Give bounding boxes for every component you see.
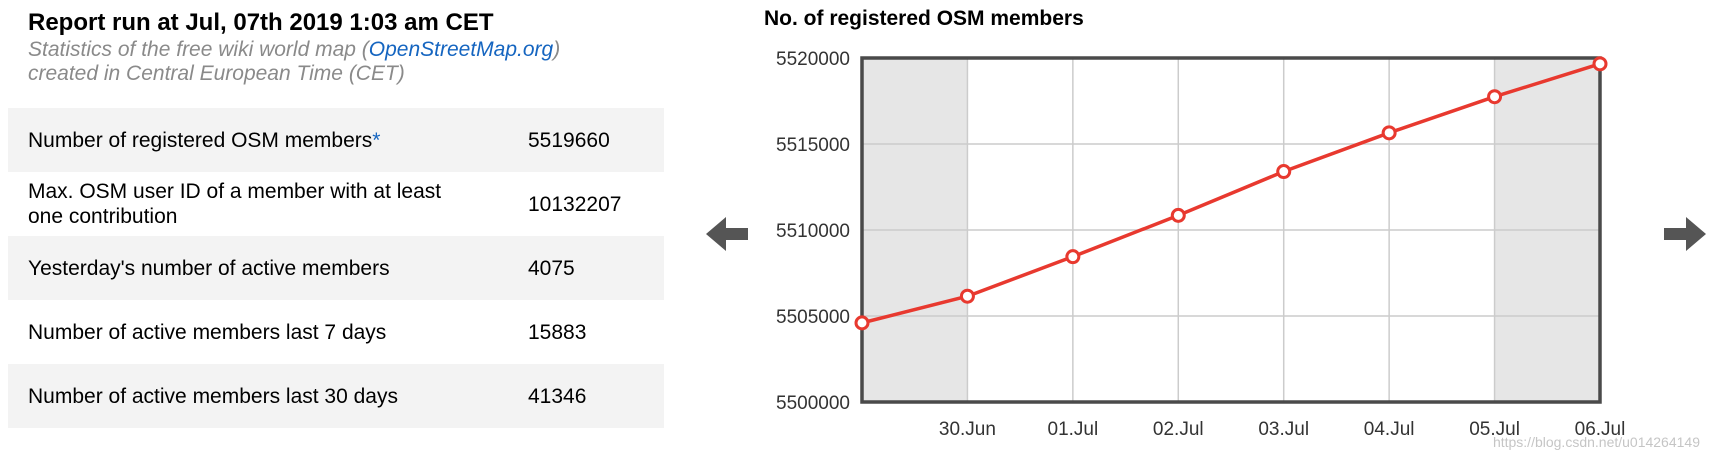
y-tick-label: 5520000: [776, 49, 850, 70]
members-line-chart: 5500000 5505000 5510000 5515000 5520000 30.Ju…: [776, 49, 1626, 440]
stat-label-text: Number of active members last 7 days: [28, 320, 387, 344]
y-tick-label: 5500000: [776, 393, 850, 414]
data-point: [854, 315, 870, 331]
data-point: [1487, 89, 1503, 105]
stat-label: Number of active members last 7 days: [8, 300, 524, 364]
table-row: Max. OSM user ID of a member with at lea…: [8, 172, 664, 236]
stat-value: 10132207: [528, 192, 622, 216]
stat-label: Yesterday's number of active members: [8, 236, 524, 300]
openstreetmap-link[interactable]: OpenStreetMap.org: [368, 38, 554, 61]
stats-table: Number of registered OSM members* 551966…: [8, 108, 664, 428]
stat-label: Number of registered OSM members*: [8, 108, 524, 172]
plot-border: [860, 56, 1602, 404]
stat-value: 41346: [528, 384, 587, 408]
x-tick-label: 03.Jul: [1258, 419, 1309, 440]
stat-label: Max. OSM user ID of a member with at lea…: [8, 172, 524, 236]
y-tick-label: 5510000: [776, 221, 850, 242]
next-button[interactable]: [1664, 217, 1706, 251]
stat-value: 15883: [528, 320, 587, 344]
data-point: [1381, 125, 1397, 141]
stat-label-text: Yesterday's number of active members: [28, 256, 390, 280]
arrow-right-icon: [1664, 217, 1706, 251]
stat-label: Number of active members last 30 days: [8, 364, 524, 428]
table-row: Yesterday's number of active members 407…: [8, 236, 664, 300]
x-tick-label: 01.Jul: [1048, 419, 1099, 440]
report-title: Report run at Jul, 07th 2019 1:03 am CET: [28, 9, 494, 36]
stat-value: 4075: [528, 256, 575, 280]
stat-label-text: Number of active members last 30 days: [28, 384, 398, 408]
table-row: Number of active members last 30 days 41…: [8, 364, 664, 428]
y-tick-label: 5505000: [776, 307, 850, 328]
data-point: [1065, 249, 1081, 265]
data-point: [1170, 207, 1186, 223]
report-header: Report run at Jul, 07th 2019 1:03 am CET…: [28, 8, 688, 86]
x-tick-label: 30.Jun: [939, 419, 996, 440]
watermark-text: https://blog.csdn.net/u014264149: [1492, 434, 1700, 450]
stat-label-text: Max. OSM user ID of a member with at lea…: [28, 180, 442, 228]
table-row: Number of active members last 7 days 158…: [8, 300, 664, 364]
data-point: [1276, 164, 1292, 180]
previous-button[interactable]: [706, 217, 748, 251]
x-tick-label: 05.Jul: [1469, 419, 1520, 440]
table-row: Number of registered OSM members* 551966…: [8, 108, 664, 172]
data-point: [959, 288, 975, 304]
data-point: [1592, 56, 1608, 72]
report-subtitle-prefix: Statistics of the free wiki world map (: [28, 38, 369, 61]
stat-value: 5519660: [528, 128, 610, 152]
series-line: [861, 62, 1601, 325]
footnote-asterisk[interactable]: *: [372, 128, 381, 152]
x-tick-label: 06.Jul: [1575, 419, 1626, 440]
chart-title: No. of registered OSM members: [764, 7, 1084, 30]
x-tick-label: 02.Jul: [1153, 419, 1204, 440]
report-subtitle: Statistics of the free wiki world map (O…: [28, 38, 688, 86]
report-subtitle-line2: created in Central European Time (CET): [28, 62, 405, 85]
y-tick-label: 5515000: [776, 135, 850, 156]
x-tick-label: 04.Jul: [1364, 419, 1415, 440]
arrow-left-icon: [706, 217, 748, 251]
stat-label-text: Number of registered OSM members: [28, 128, 373, 152]
report-subtitle-suffix: ): [553, 38, 561, 61]
